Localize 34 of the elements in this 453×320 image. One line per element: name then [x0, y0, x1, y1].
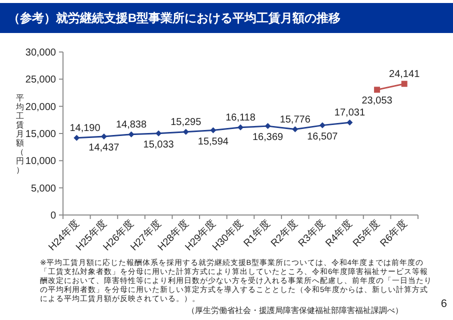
- data-label: 23,053: [362, 96, 393, 107]
- data-label: 15,033: [143, 139, 174, 150]
- ylabel: 平均工賃月額（円）: [16, 94, 24, 174]
- data-label: 16,507: [307, 131, 338, 142]
- data-label: 14,190: [70, 122, 101, 134]
- data-label: 16,369: [252, 132, 284, 144]
- y-tick-label: 30,000: [25, 48, 56, 58]
- y-tick-label: 20,000: [25, 102, 56, 113]
- point: [264, 123, 271, 130]
- y-tick-label: 15,000: [25, 129, 56, 140]
- point: [128, 131, 134, 138]
- point: [238, 124, 244, 130]
- data-label: 15,295: [170, 116, 202, 128]
- data-label: 14,437: [88, 142, 120, 154]
- y-tick-label: 0: [50, 210, 56, 222]
- data-label: 24,141: [389, 68, 420, 80]
- point: [319, 122, 326, 128]
- data-label: 14,838: [116, 119, 147, 130]
- point: [210, 127, 216, 134]
- text: （厚生労働省社会・援護局障害保健福祉部障害福祉課調べ）: [187, 306, 403, 316]
- point: [292, 126, 298, 132]
- y-tick-label: 25,000: [25, 74, 56, 86]
- point: [374, 86, 380, 93]
- point: [346, 119, 353, 126]
- data-label: 15,594: [198, 136, 229, 148]
- point: [401, 80, 408, 87]
- data-label: 16,118: [226, 112, 256, 124]
- title: （参考）就労継続支援B型事業所における平均工賃月額の推移: [0, 3, 453, 33]
- data-label: 15,776: [280, 114, 311, 126]
- text: 6: [440, 298, 447, 310]
- data-label: 17,031: [334, 107, 366, 118]
- y-tick-label: 10,000: [25, 156, 56, 168]
- point: [182, 128, 189, 135]
- y-tick-label: 5,000: [30, 183, 56, 194]
